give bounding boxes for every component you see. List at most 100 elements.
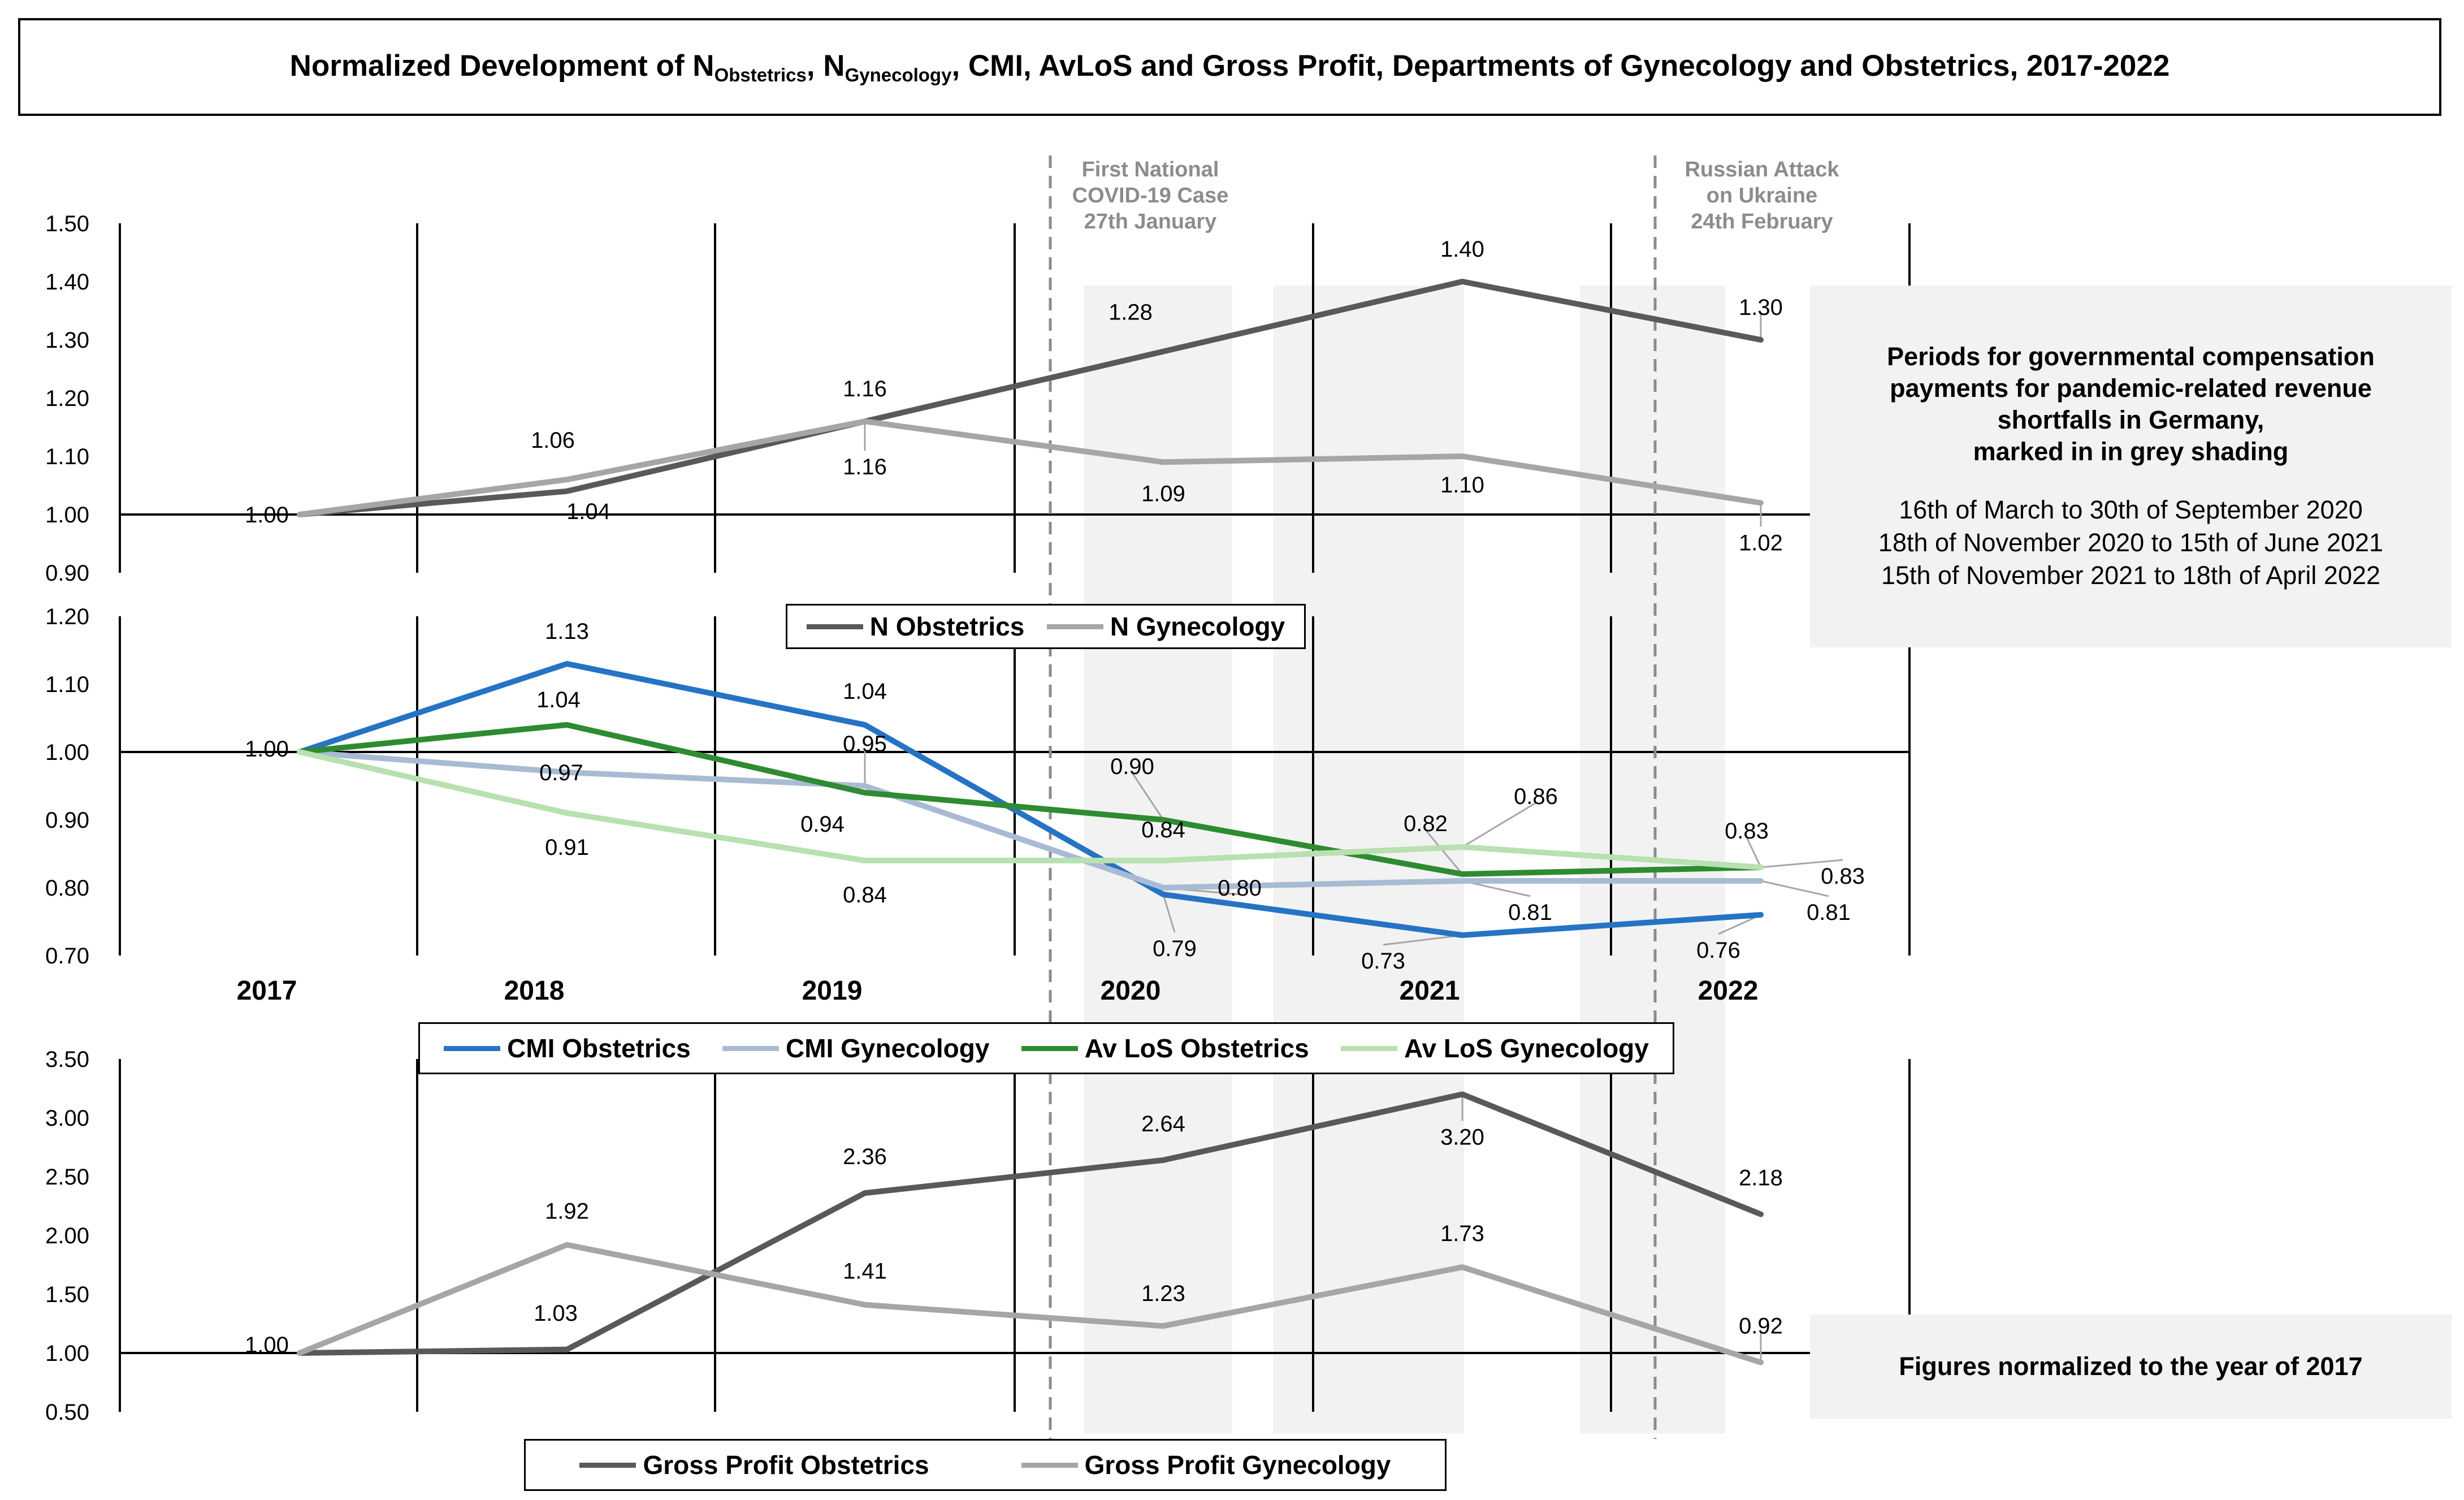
normalization-note-box: Figures normalized to the year of 2017 [1810,1315,2452,1419]
legend-swatch [1021,1045,1078,1051]
data-label-leader [1746,837,1762,868]
legend-entry-cmi-obstetrics: CMI Obstetrics [444,1033,691,1064]
russia-annotation-line: 24th February [1691,210,1833,234]
data-label-gross-profit-gynecology: 1.23 [1141,1281,1185,1306]
compensation-periods-box: Periods for governmental compensation pa… [1810,286,2452,647]
panel-1-y-tick-label: 1.00 [45,503,89,528]
panel-3-y-tick-label: 1.50 [45,1282,89,1307]
data-label-av-los-gynecology: 0.91 [545,835,589,860]
russia-annotation-line: on Ukraine [1707,184,1817,208]
legend-entry-n-obstetrics: N Obstetrics [806,611,1024,642]
data-label-av-los-obstetrics: 0.83 [1725,819,1769,844]
data-label-leader [1131,772,1164,820]
data-label-gross-profit-gynecology: 1.41 [843,1259,887,1284]
legend-swatch [1046,624,1103,629]
panel-2-y-tick-label: 1.20 [45,604,89,629]
legend-gross-profit: Gross Profit Obstetrics Gross Profit Gyn… [524,1439,1447,1491]
legend-swatch [444,1045,501,1051]
covid-annotation-line: First National [1082,158,1219,181]
data-label-n-gynecology: 1.16 [843,455,887,479]
data-label-gross-profit-obstetrics: 3.20 [1440,1125,1484,1149]
data-label-av-los-obstetrics: 0.90 [1110,754,1154,779]
data-label-cmi-obstetrics: 1.13 [545,619,589,644]
series-layer [297,279,1764,1365]
series-line-n-obstetrics [297,279,1764,517]
data-label-av-los-gynecology: 0.84 [843,883,887,907]
chart-title-box: Normalized Development of NObstetrics, N… [18,18,2441,116]
data-label-cmi-obstetrics: 0.79 [1153,936,1197,961]
panel-1-y-tick-label: 1.40 [45,270,89,295]
data-label-gross-profit-obstetrics: 2.18 [1739,1166,1783,1191]
data-label-av-los-gynecology: 0.84 [1141,818,1185,842]
data-label-gross-profit-gynecology: 1.73 [1440,1221,1484,1246]
panel-2-y-tick-label: 0.70 [45,944,89,969]
panel-3-y-tick-label: 2.50 [45,1165,89,1190]
data-label-n-gynecology: 1.09 [1141,481,1185,506]
panel-3-y-tick-label: 3.50 [45,1047,89,1072]
compensation-period: 16th of March to 30th of September 2020 [1899,495,2363,524]
data-label-cmi-gynecology: 0.80 [1218,876,1262,901]
panel-3-y-tick-label: 0.50 [45,1400,89,1425]
series-line-gross-profit-gynecology [297,1242,1764,1365]
data-label-n-obstetrics: 1.16 [843,377,887,401]
panel-1-y-tick-label: 1.30 [45,328,89,353]
data-label-gross-profit-obstetrics: 2.64 [1141,1112,1185,1136]
data-label-cmi-obstetrics: 0.73 [1361,949,1405,974]
legend-entry-avlos-obstetrics: Av LoS Obstetrics [1021,1033,1309,1064]
data-label-n-gynecology: 1.06 [531,428,575,453]
data-label-n-obstetrics: 1.00 [245,503,289,528]
x-category-label-2021: 2021 [1400,976,1460,1006]
data-label-cmi-obstetrics: 0.76 [1696,938,1740,963]
data-label-cmi-obstetrics: 1.04 [843,679,887,704]
data-label-av-los-gynecology: 0.86 [1514,784,1558,809]
data-label-leader [1383,934,1463,946]
series-line-cmi-obstetrics [297,661,1764,938]
legend-entry-avlos-gynecology: Av LoS Gynecology [1341,1033,1649,1064]
compensation-heading-line: shortfalls in Germany, [1997,405,2264,434]
compensation-period: 18th of November 2020 to 15th of June 20… [1878,528,2384,557]
russia-annotation-line: Russian Attack [1684,158,1839,181]
series-line-gross-profit-obstetrics [297,1091,1764,1356]
panel-3-y-tick-label: 1.00 [45,1341,89,1366]
x-category-label-2019: 2019 [802,976,863,1006]
data-label-av-los-obstetrics: 0.94 [800,812,845,837]
data-label-gross-profit-gynecology: 0.92 [1739,1314,1783,1339]
data-label-gross-profit-obstetrics: 1.03 [534,1301,578,1326]
data-label-n-gynecology: 1.10 [1440,473,1484,498]
data-label-n-obstetrics: 1.28 [1108,300,1153,325]
series-line-av-los-obstetrics [297,722,1764,877]
data-label-leader [1462,802,1536,848]
data-label-n-obstetrics: 1.40 [1440,237,1484,262]
data-label-cmi-gynecology: 0.95 [843,732,887,757]
panel-2-y-tick-label: 0.90 [45,808,89,833]
data-label-cmi-gynecology: 0.81 [1508,900,1552,925]
legend-cmi-avlos: CMI Obstetrics CMI Gynecology Av LoS Obs… [418,1022,1674,1074]
data-label-av-los-obstetrics: 1.04 [536,688,581,712]
grid-layer [119,223,1911,1412]
data-label-av-los-obstetrics: 0.82 [1404,811,1448,836]
legend-entry-cmi-gynecology: CMI Gynecology [722,1033,989,1064]
compensation-heading-line: payments for pandemic-related revenue [1890,374,2372,403]
chart-title: Normalized Development of NObstetrics, N… [289,49,2170,85]
panel-2-y-tick-label: 1.00 [45,740,89,765]
data-label-n-obstetrics: 1.30 [1739,295,1783,320]
data-label-leader [1760,880,1829,897]
compensation-heading-line: marked in in grey shading [1973,437,2289,466]
data-label-av-los-gynecology: 0.83 [1821,864,1865,889]
data-label-cmi-gynecology: 0.81 [1807,900,1851,925]
x-category-label-2017: 2017 [237,976,297,1006]
data-label-leader [1424,829,1463,875]
normalization-note: Figures normalized to the year of 2017 [1899,1352,2363,1381]
data-label-leader [1760,859,1843,868]
panel-1-y-tick-label: 1.20 [45,386,89,411]
legend-swatch [1021,1462,1078,1468]
panel-1-y-tick-label: 1.10 [45,444,89,469]
data-label-n-obstetrics: 1.04 [566,499,610,524]
text-layer: 0.90 1.00 1.10 1.20 1.30 1.40 1.50 1.00 1.04 1.16… [45,158,1865,1425]
panel-3-y-tick-label: 2.00 [45,1224,89,1248]
legend-entry-gp-obstetrics: Gross Profit Obstetrics [579,1450,929,1480]
x-category-label-2022: 2022 [1698,976,1759,1006]
compensation-heading-line: Periods for governmental compensation [1887,342,2375,371]
data-label-gross-profit-obstetrics: 1.00 [245,1333,289,1358]
